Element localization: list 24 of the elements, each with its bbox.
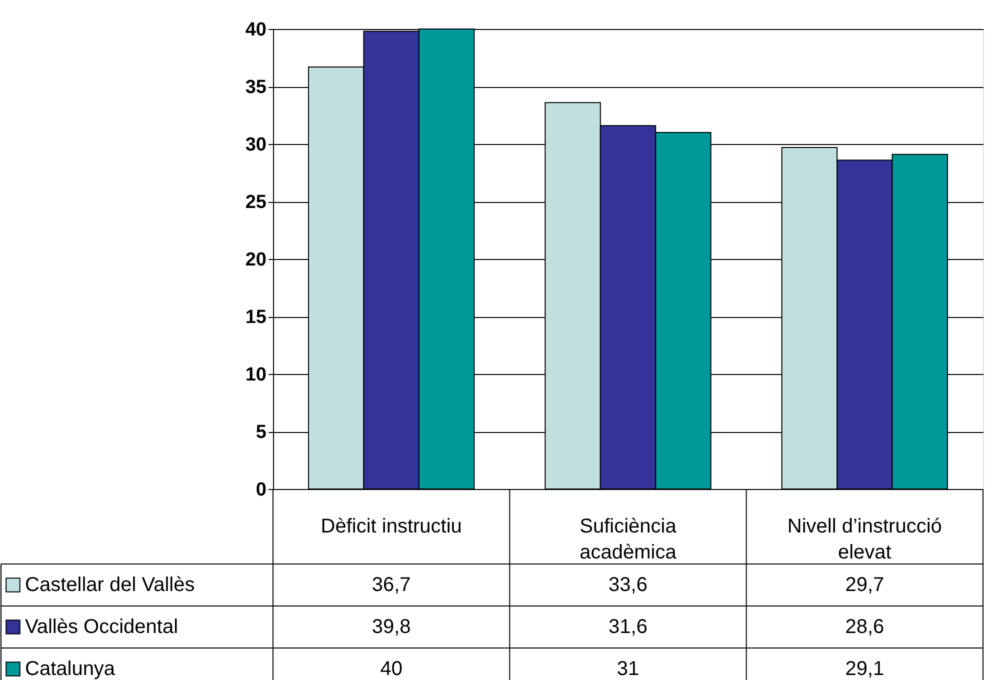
data-label: 36,7 — [372, 574, 411, 596]
data-label: 39,8 — [372, 616, 411, 638]
y-tick-label: 35 — [245, 77, 267, 98]
legend-label: Vallès Occidental — [25, 616, 178, 638]
data-label: 40 — [380, 658, 402, 680]
x-tick-label: Suficiència acadèmica — [580, 516, 678, 564]
data-label: 33,6 — [608, 574, 648, 596]
data-label: 28,6 — [845, 616, 884, 638]
y-tick-label: 15 — [245, 307, 267, 328]
x-tick-label: Nivell d’instrucció elevat — [787, 516, 942, 564]
y-tick-label: 0 — [256, 480, 266, 500]
x-tick-label: Dèficit instructiu — [320, 516, 462, 538]
y-tick-label: 20 — [245, 250, 266, 270]
y-tick-label: 10 — [245, 364, 266, 386]
legend-label: Catalunya — [25, 658, 116, 680]
y-tick-label: 25 — [245, 192, 267, 213]
y-tick-label: 30 — [245, 134, 266, 156]
data-label: 29,7 — [845, 574, 884, 596]
y-tick-label: 40 — [245, 20, 266, 40]
y-tick-label: 5 — [256, 422, 267, 443]
data-label: 29,1 — [845, 658, 884, 680]
data-label: 31 — [616, 658, 640, 680]
legend-label: Castellar del Vallès — [25, 574, 195, 596]
data-label: 31,6 — [608, 616, 648, 638]
